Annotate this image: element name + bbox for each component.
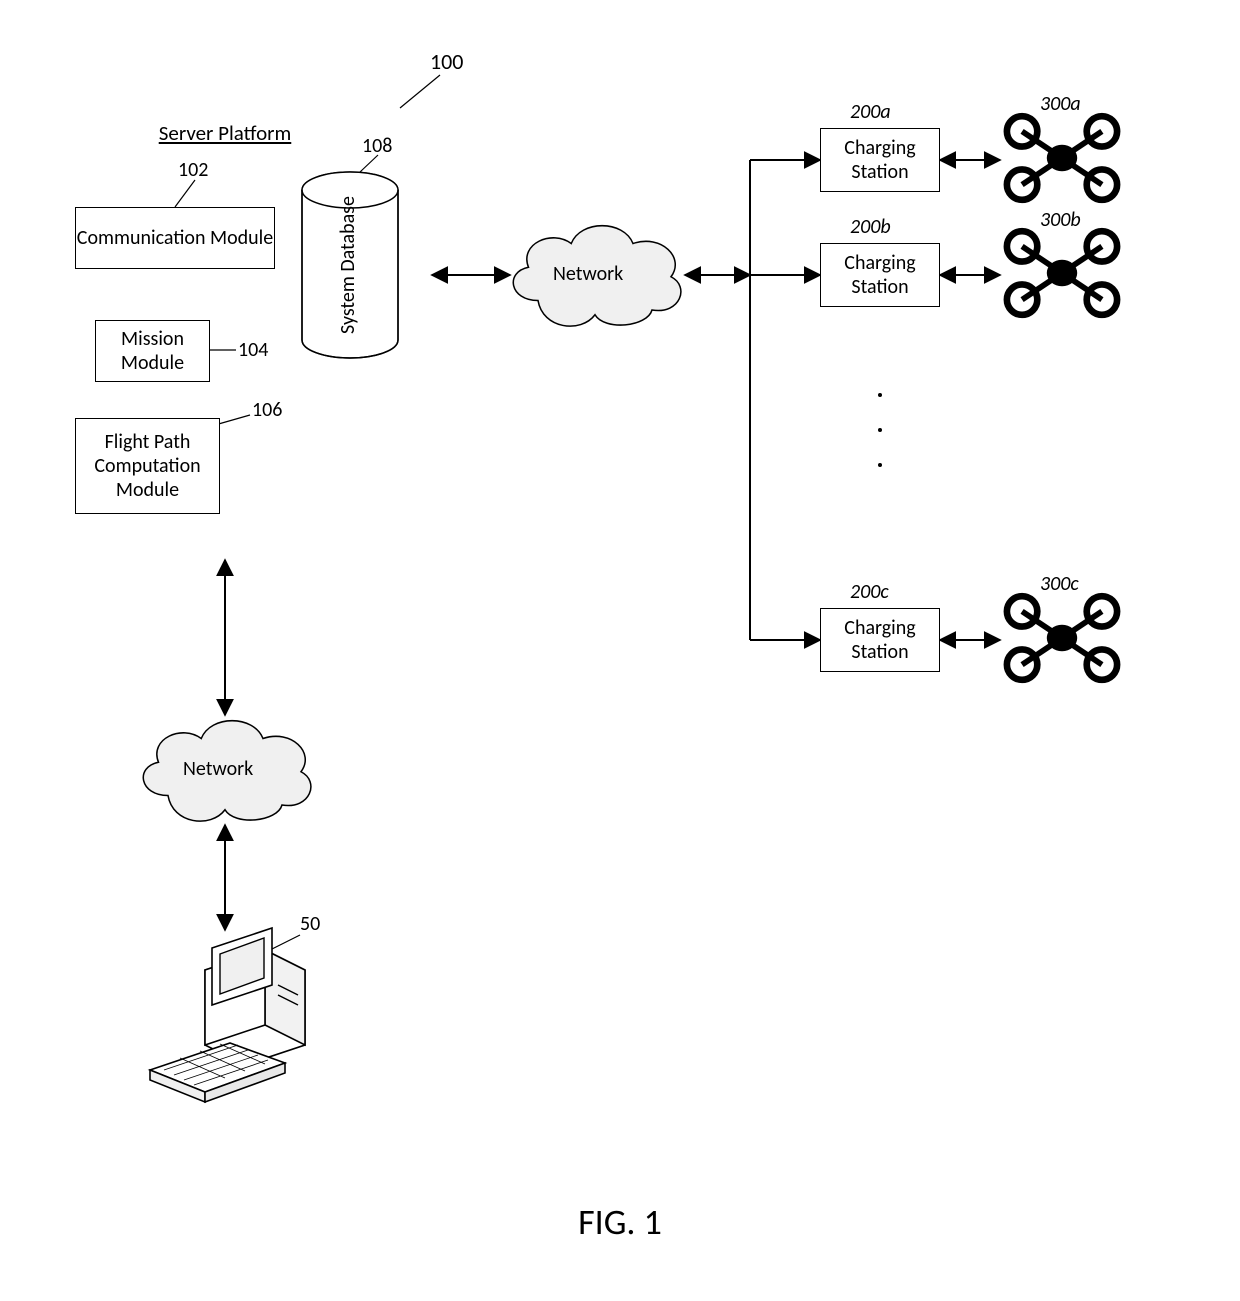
ref-108: 108 [362, 134, 392, 158]
ref-300c: 300c [1040, 572, 1079, 596]
mission-module-box: Mission Module [95, 320, 210, 382]
ref-200a: 200a [850, 100, 891, 124]
charging-station-b: Charging Station [820, 243, 940, 307]
diagram-svg [0, 0, 1240, 1301]
charging-station-a: Charging Station [820, 128, 940, 192]
system-database-text: System Database [336, 195, 360, 335]
ref-106: 106 [252, 398, 282, 422]
network-bottom-label: Network [183, 757, 253, 781]
server-platform-title: Server Platform [135, 120, 315, 146]
ref-300a: 300a [1040, 92, 1081, 116]
client-computer-icon [150, 928, 305, 1102]
ref-50: 50 [300, 912, 320, 936]
ref-200c: 200c [850, 580, 889, 604]
network-right-label: Network [553, 262, 623, 286]
ref-300b: 300b [1040, 208, 1081, 232]
ref-100: 100 [430, 48, 463, 75]
ref-200b: 200b [850, 215, 891, 239]
ref-102: 102 [178, 158, 208, 182]
charging-station-c: Charging Station [820, 608, 940, 672]
figure-caption: FIG. 1 [0, 1200, 1240, 1244]
communication-module-box: Communication Module [75, 207, 275, 269]
flightpath-module-box: Flight Path Computation Module [75, 418, 220, 514]
ref-104: 104 [238, 338, 268, 362]
figure-stage: Server Platform Communication Module Mis… [0, 0, 1240, 1301]
